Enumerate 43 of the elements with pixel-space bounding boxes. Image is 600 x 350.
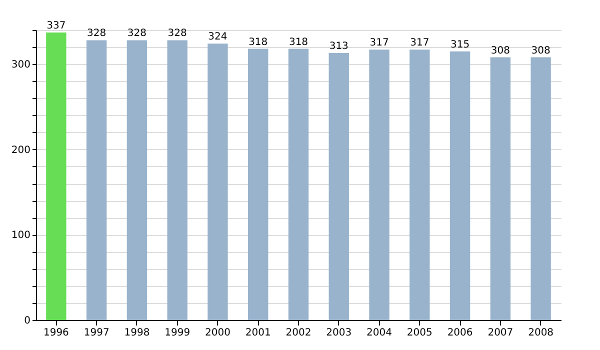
bar [450,51,470,320]
bar [208,44,228,320]
bar [248,48,268,320]
data-label: 328 [127,28,147,40]
x-tick-label: 2002 [286,328,312,338]
data-label: 337 [46,20,66,32]
x-tick-label: 2008 [528,328,554,338]
bar [490,57,511,320]
bar [369,50,390,320]
data-label: 328 [168,28,187,40]
data-label: 308 [531,45,550,56]
bar [328,53,349,320]
x-tick-label: 2004 [366,328,392,338]
bar [46,32,66,320]
data-label: 324 [208,32,228,43]
y-tick-label: 0 [24,316,30,326]
data-label: 328 [87,28,106,40]
data-label: 318 [288,36,308,48]
x-tick-label: 2000 [205,328,230,338]
bar [167,40,188,320]
y-tick-label: 200 [11,144,30,156]
x-tick-label: 1999 [164,328,190,338]
x-tick-label: 2006 [447,328,473,338]
x-tick-label: 1997 [84,328,110,338]
data-label: 308 [490,45,510,56]
bar [86,40,107,320]
x-tick-label: 1996 [43,328,69,338]
data-label: 318 [248,36,268,48]
x-tick-label: 2007 [488,328,514,338]
x-tick-label: 1998 [124,328,150,338]
data-label: 317 [410,38,430,49]
bar [288,48,309,320]
bar [530,57,551,320]
bar [410,50,430,320]
data-label: 315 [450,39,470,50]
data-label: 317 [370,38,389,49]
x-tick-label: 2005 [406,328,432,338]
y-tick-label: 100 [11,230,30,242]
bar [126,40,148,320]
x-tick-label: 2003 [326,328,352,338]
data-label: 313 [329,41,348,52]
x-tick-label: 2001 [245,328,271,338]
y-tick-label: 300 [11,60,30,71]
